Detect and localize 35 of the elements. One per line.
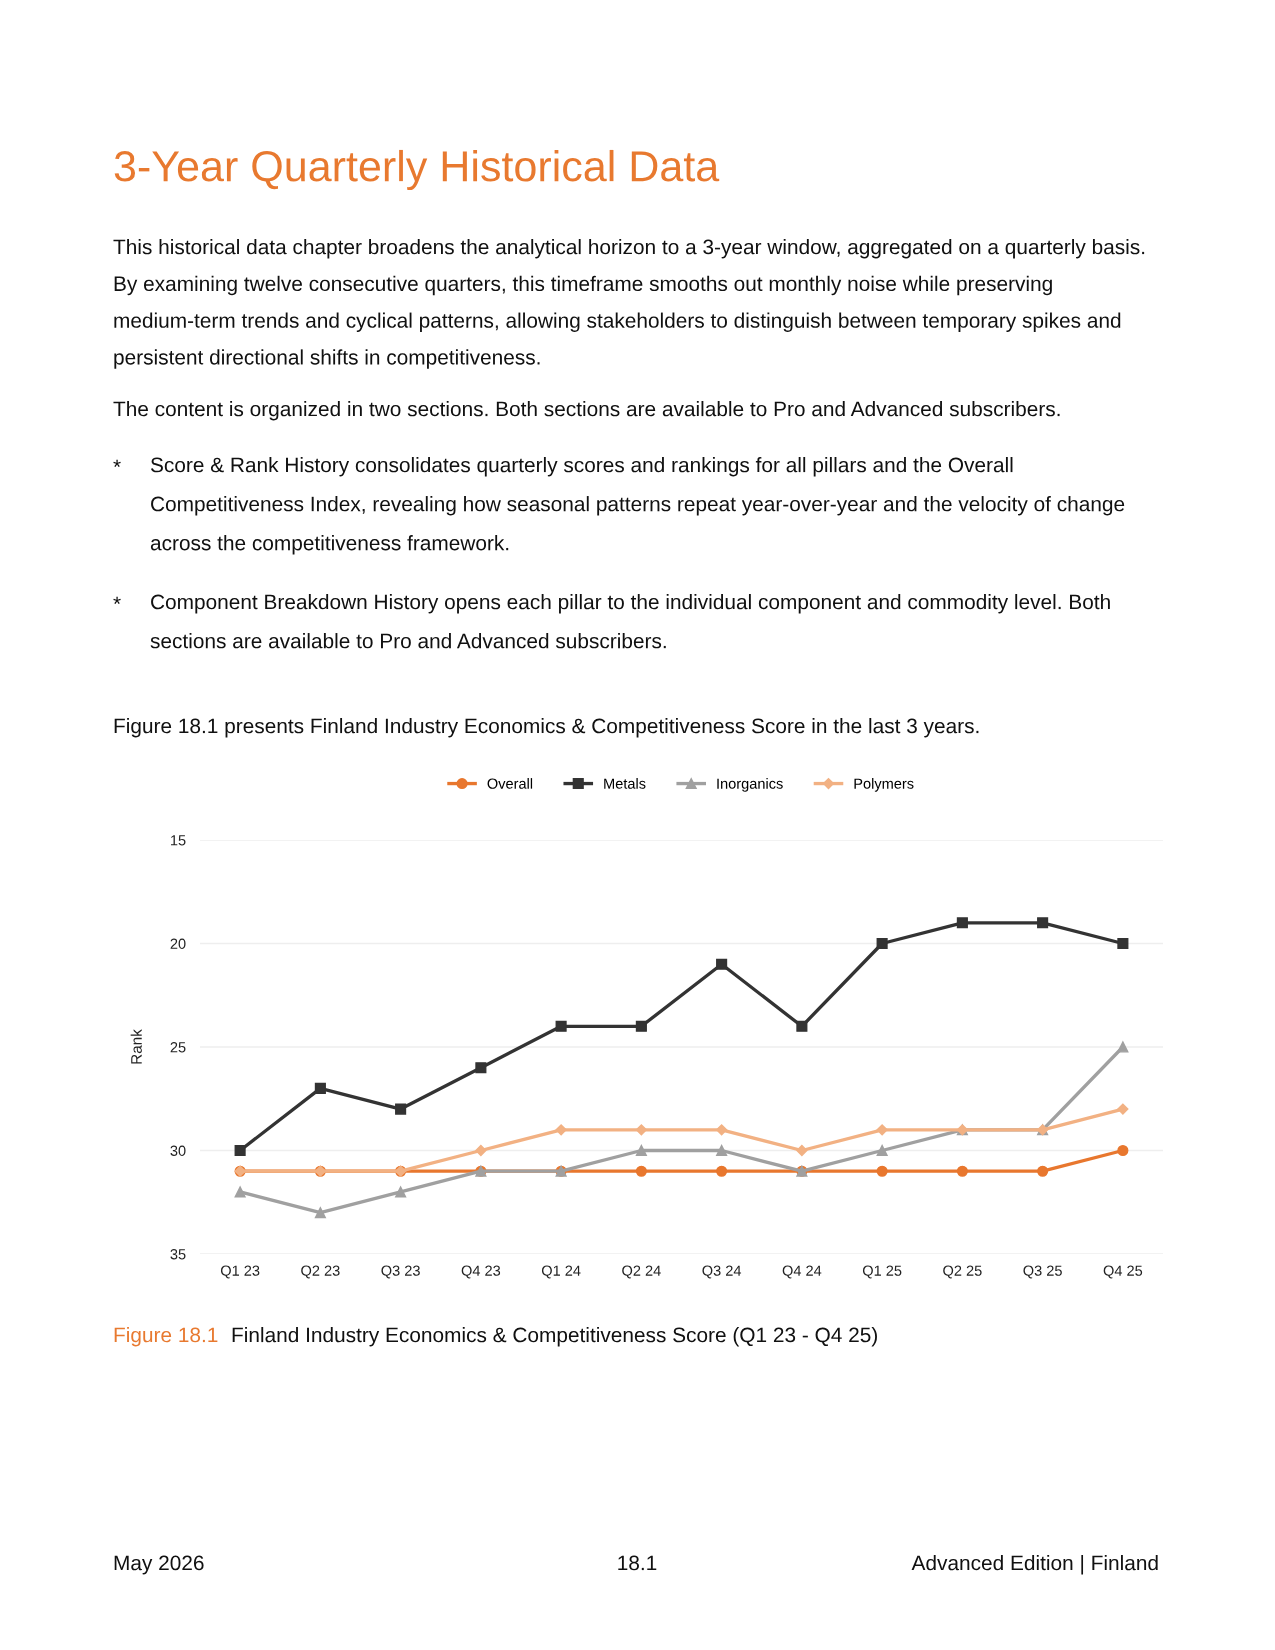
text: * [113, 596, 121, 605]
text: 18.1 [618, 1555, 657, 1571]
x-tick-label: Q4 25 [1103, 1265, 1143, 1279]
x-tick-label: Q3 24 [702, 1265, 742, 1279]
caption: Figure 18.1 presents Finland Industry Economics & Competitiveness Score in the last 3 years. [114, 718, 979, 738]
text: Score & Rank History consolidates quarterly scores and rankings for all pillars and the Overall Competitiveness Index, revealing how seasonal patterns repeat year-over-year and the velocity of change across the competitiveness framework. [150, 457, 1125, 555]
legend-label: Metals [604, 778, 646, 789]
x-tick-label: Q4 24 [782, 1265, 822, 1279]
x-tick-label: Q2 24 [622, 1265, 661, 1279]
chart-title: 3-Year Quarterly Historical Data [114, 149, 720, 191]
x-tick-label: Q1 23 [220, 1265, 260, 1279]
legend-label: Polymers [854, 778, 914, 792]
legend-label: Overall [487, 778, 533, 789]
y-tick-label: 20 [170, 938, 186, 949]
x-tick-label: Q4 23 [461, 1265, 501, 1279]
text: Advanced Edition | Finland [911, 1555, 1158, 1575]
y-axis-title: Rank [130, 1029, 142, 1064]
x-tick-label: Q1 25 [862, 1265, 902, 1279]
text: This historical data chapter broadens the analytical horizon to a 3-year window, aggregated on a quarterly basis. By examining twelve consecutive quarters, this timeframe smooths out monthly noise while preserving medium-term trends and cyclical patterns, allowing stakeholders to distinguish between temporary spikes and persistent directional shifts in competitiveness. [113, 239, 1145, 369]
y-tick-label: 35 [170, 1249, 186, 1260]
x-tick-label: Q1 24 [541, 1265, 581, 1279]
text: The content is organized in two sections. Both sections are available to Pro and Advanced subscribers. [113, 401, 1060, 421]
y-tick-label: 30 [170, 1145, 186, 1156]
x-tick-label: Q2 25 [943, 1265, 982, 1279]
text: May 2026 [114, 1555, 204, 1575]
y-tick-label: 15 [171, 835, 186, 846]
text: * [113, 459, 121, 468]
text: Finland Industry Economics & Competitiveness Score (Q1 23 - Q4 25) [232, 1327, 877, 1347]
legend-label: Inorganics [717, 778, 783, 792]
y-tick-label: 25 [170, 1042, 186, 1053]
caption: Figure 18.1 [114, 1327, 218, 1347]
x-tick-label: Q2 23 [301, 1265, 340, 1279]
x-tick-label: Q3 23 [381, 1265, 420, 1279]
x-tick-label: Q3 25 [1023, 1265, 1062, 1279]
text: Component Breakdown History opens each pillar to the individual component and commodity level. Both sections are available to Pro and Advanced subscribers. [150, 594, 1110, 649]
